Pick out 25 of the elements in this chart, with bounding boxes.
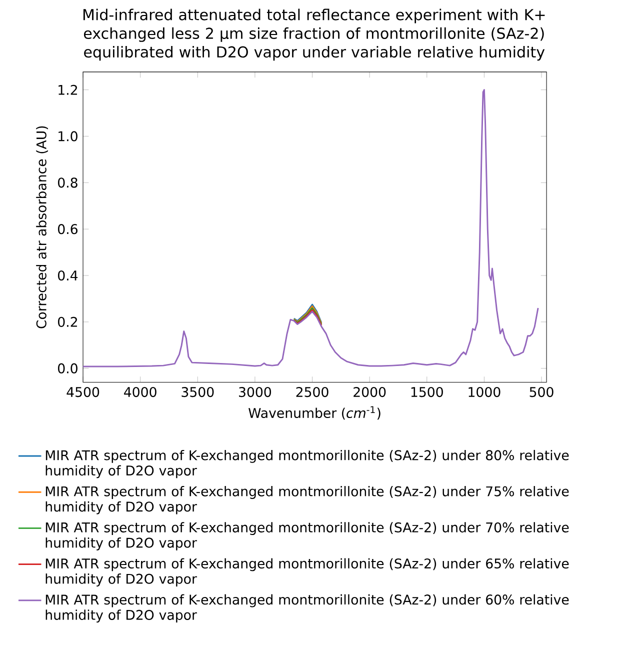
x-tick-label: 1500 <box>411 386 443 398</box>
legend-label: MIR ATR spectrum of K-exchanged montmorillonite (SAz-2) under 65% relative humidity of D2O vapor <box>46 558 569 586</box>
y-tick-label: 1.0 <box>58 131 78 142</box>
y-tick-label: 0.8 <box>58 178 78 188</box>
y-tick-label: 0.2 <box>58 316 77 327</box>
y-tick-label: 0.4 <box>58 270 78 281</box>
x-tick-label: 3000 <box>238 386 271 398</box>
x-tick-label: 4000 <box>124 386 156 398</box>
x-tick-label: 1000 <box>468 386 500 398</box>
y-axis-title: Corrected atr absorbance (AU) <box>36 126 48 328</box>
line-series <box>82 89 539 368</box>
x-axis-title: Wavenumber (cm$^{-1}$) <box>248 406 380 420</box>
y-tick-label: 0.0 <box>58 363 78 374</box>
y-tick-label: 0.6 <box>58 224 78 234</box>
y-tick-label: 1.2 <box>58 84 77 95</box>
legend-label: MIR ATR spectrum of K-exchanged montmorillonite (SAz-2) under 80% relative humidity of D2O vapor <box>46 450 569 478</box>
x-tick-label: 2500 <box>296 386 328 398</box>
legend-label: MIR ATR spectrum of K-exchanged montmorillonite (SAz-2) under 70% relative humidity of D2O vapor <box>46 522 569 550</box>
x-tick-label: 3500 <box>182 386 214 398</box>
x-tick-label: 4500 <box>66 386 99 398</box>
legend-label: MIR ATR spectrum of K-exchanged montmorillonite (SAz-2) under 75% relative humidity of D2O vapor <box>46 486 569 514</box>
chart-title: Mid-infrared attenuated total reflectance experiment with K+ exchanged less 2 µm size fraction of montmorillonite (SAz-2) equilibrated with D2O vapor under variable relative humidity <box>83 8 545 61</box>
legend-label: MIR ATR spectrum of K-exchanged montmorillonite (SAz-2) under 60% relative humidity of D2O vapor <box>46 594 569 623</box>
x-tick-label: 500 <box>530 386 554 398</box>
x-tick-label: 2000 <box>353 386 386 398</box>
